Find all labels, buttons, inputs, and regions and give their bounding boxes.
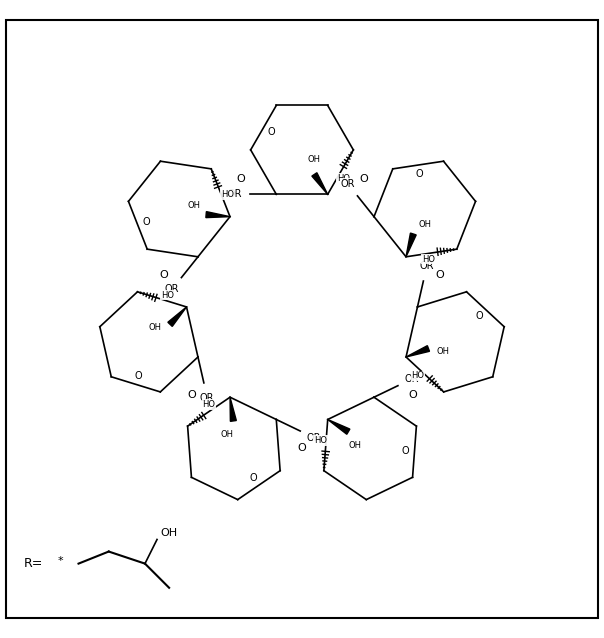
Text: HO: HO [337,174,350,183]
Text: OR: OR [307,433,321,443]
Text: OH: OH [349,441,361,450]
Text: OR: OR [404,374,419,384]
Text: OR: OR [341,179,355,189]
Text: O: O [435,271,445,281]
Text: O: O [268,127,275,137]
Polygon shape [312,173,327,195]
Text: OH: OH [308,155,321,164]
Text: O: O [159,271,169,281]
Text: HO: HO [314,436,327,445]
Polygon shape [230,397,236,421]
Text: OH: OH [188,201,201,210]
Text: O: O [416,169,423,179]
Text: HO: HO [411,371,425,380]
Text: OH: OH [220,430,233,439]
Text: O: O [187,390,196,400]
Text: OR: OR [227,189,242,199]
Text: *: * [57,556,63,566]
Text: OR: OR [165,285,179,294]
Text: O: O [408,390,417,400]
Text: O: O [135,371,143,381]
Polygon shape [206,212,230,218]
Text: O: O [143,217,150,227]
Text: O: O [250,473,258,483]
Text: OH: OH [160,528,177,538]
Polygon shape [168,307,187,327]
Text: HO: HO [221,190,234,199]
Text: OR: OR [200,392,214,403]
Text: OH: OH [437,347,449,357]
Text: O: O [236,174,245,184]
Polygon shape [406,233,416,257]
Text: OH: OH [419,220,432,229]
Text: HO: HO [161,291,174,300]
Text: O: O [298,443,306,454]
Text: O: O [359,174,368,184]
Polygon shape [406,346,429,357]
Text: O: O [402,446,410,456]
Text: R=: R= [24,557,43,570]
Text: OR: OR [420,262,434,271]
Text: O: O [475,311,483,321]
Text: HO: HO [422,255,435,263]
Text: HO: HO [202,400,216,409]
Polygon shape [328,420,350,434]
Text: OH: OH [149,323,162,332]
